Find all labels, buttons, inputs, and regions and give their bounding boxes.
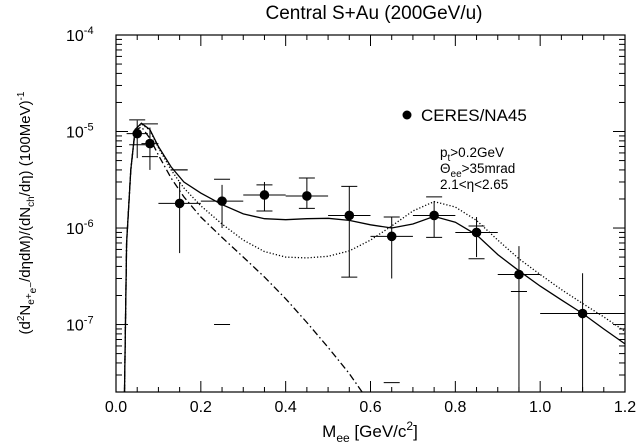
x-tick-label: 0.2 <box>190 399 212 416</box>
dash-dot-curve <box>123 125 363 392</box>
x-tick-label: 0.8 <box>444 399 466 416</box>
data-point <box>174 198 185 209</box>
annotation-rapidity-cut: 2.1<η<2.65 <box>440 177 508 192</box>
data-point <box>344 210 355 221</box>
chart-title: Central S+Au (200GeV/u) <box>265 3 482 24</box>
legend: CERES/NA45 <box>402 106 527 125</box>
data-point <box>145 138 155 149</box>
systematic-error-bars <box>129 119 591 384</box>
x-tick-label: 0.4 <box>275 399 297 416</box>
data-point <box>429 210 439 221</box>
data-point <box>259 190 270 200</box>
data-point <box>302 191 312 201</box>
annotations: pt>0.2GeV Θee>35mrad 2.1<η<2.65 <box>440 145 515 192</box>
y-tick-label: 10-4 <box>66 25 94 45</box>
x-tick-labels: 0.0 0.2 0.4 0.6 0.8 1.0 1.2 <box>105 399 636 416</box>
data-point <box>217 196 227 206</box>
x-axis-label: Mee [GeV/c2] <box>322 419 418 445</box>
x-tick-label: 1.0 <box>529 399 551 416</box>
data-point <box>577 308 588 319</box>
y-tick-label: 10-5 <box>66 122 94 142</box>
data-point <box>471 227 482 238</box>
x-tick-label: 1.2 <box>614 399 636 416</box>
annotation-pt-cut: pt>0.2GeV <box>440 145 504 164</box>
y-tick-label: 10-6 <box>66 218 94 238</box>
model-curves <box>123 122 625 392</box>
solid-curve <box>123 122 625 392</box>
data-point <box>386 231 397 242</box>
legend-marker <box>402 110 412 120</box>
legend-label: CERES/NA45 <box>421 106 527 125</box>
y-tick-labels: 10-4 10-5 10-6 10-7 <box>66 25 94 335</box>
plot-area <box>115 34 626 393</box>
x-tick-label: 0.6 <box>359 399 381 416</box>
data-point <box>132 128 143 139</box>
y-tick-label: 10-7 <box>66 315 94 335</box>
dotted-curve <box>123 123 625 392</box>
x-tick-label: 0.0 <box>105 399 127 416</box>
y-axis-label: (d2Ne+e−/dηdM)/(dNch/dη) (100MeV)-1 <box>16 91 39 334</box>
statistical-error-bars <box>126 120 625 392</box>
plot-frame <box>115 34 626 393</box>
axis-ticks <box>115 34 626 392</box>
data-point <box>514 269 524 280</box>
data-points <box>132 128 588 319</box>
annotation-opening-angle-cut: Θee>35mrad <box>440 161 515 180</box>
